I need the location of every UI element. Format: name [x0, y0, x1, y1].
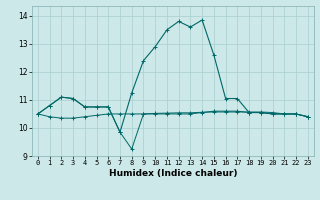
X-axis label: Humidex (Indice chaleur): Humidex (Indice chaleur) — [108, 169, 237, 178]
